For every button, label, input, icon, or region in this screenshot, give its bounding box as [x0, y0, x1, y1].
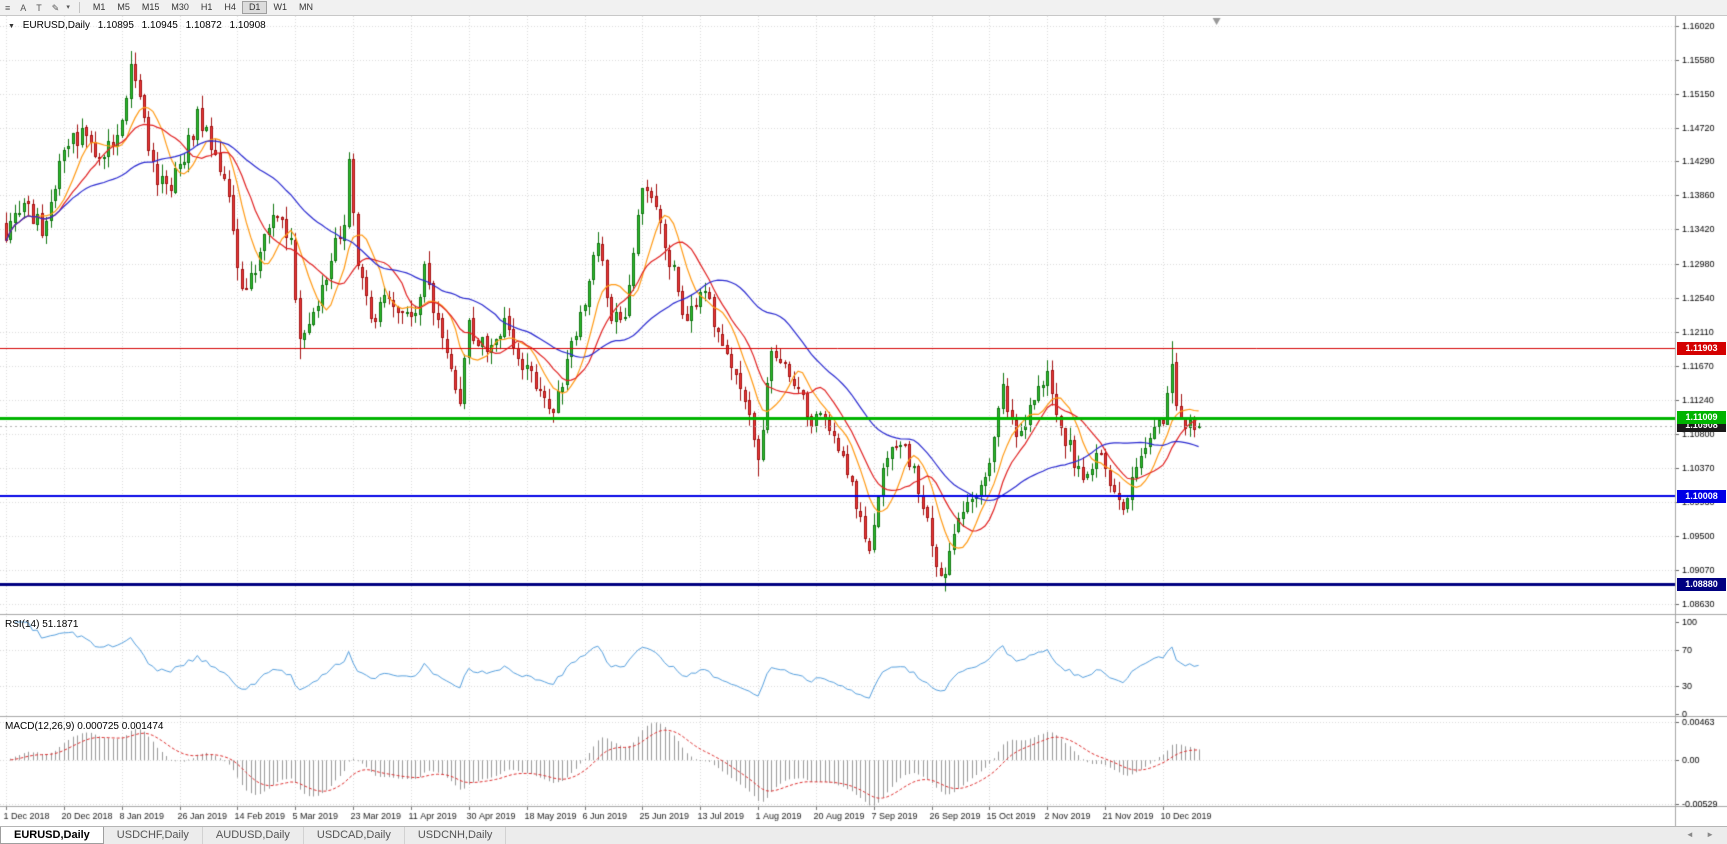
menu-icon[interactable]: ≡ [5, 2, 11, 13]
toolbar-divider [78, 2, 80, 13]
ohlc-open: 1.10895 [97, 20, 134, 31]
macd-label: MACD(12,26,9) 0.000725 0.001474 [5, 721, 164, 732]
tab-scroll-right-icon[interactable]: ► [1706, 830, 1719, 839]
chart-tab-bar: EURUSD,Daily USDCHF,Daily AUDUSD,Daily U… [0, 826, 1727, 844]
tab-eurusd-daily[interactable]: EURUSD,Daily [0, 827, 104, 844]
top-toolbar: ≡ A T ✎ ▾ M1 M5 M15 M30 H1 H4 D1 W1 MN [0, 0, 1727, 16]
timeframe-d1[interactable]: D1 [241, 1, 268, 14]
tab-usdchf-daily[interactable]: USDCHF,Daily [104, 827, 203, 844]
timeframe-m1[interactable]: M1 [92, 2, 106, 12]
chevron-down-icon[interactable]: ▾ [66, 3, 70, 11]
rsi-label: RSI(14) 51.1871 [5, 619, 79, 630]
price-chart-canvas[interactable] [0, 16, 1727, 826]
timeframe-h1[interactable]: H1 [200, 2, 213, 12]
tab-audusd-daily[interactable]: AUDUSD,Daily [203, 827, 304, 844]
text-tool-icon[interactable]: T [36, 2, 42, 13]
timeframe-h4[interactable]: H4 [224, 2, 236, 12]
cursor-tool-icon[interactable]: A [20, 2, 27, 13]
tab-usdcad-daily[interactable]: USDCAD,Daily [304, 827, 405, 844]
price-tag-support-green: 1.11009 [1677, 411, 1726, 425]
chart-marker-icon: ▼ [8, 23, 15, 30]
timeframe-m5[interactable]: M5 [117, 2, 130, 12]
timeframe-w1[interactable]: W1 [273, 2, 287, 12]
timeframe-m15[interactable]: M15 [141, 2, 160, 12]
tab-usdcnh-daily[interactable]: USDCNH,Daily [405, 827, 507, 844]
price-tag-support-navy: 1.08880 [1677, 577, 1726, 591]
draw-tool-icon[interactable]: ✎ [51, 2, 60, 13]
price-tag-resistance: 1.11903 [1677, 341, 1726, 355]
ohlc-high: 1.10945 [141, 20, 178, 31]
tab-scroll-left-icon[interactable]: ◄ [1685, 830, 1699, 839]
ohlc-close: 1.10908 [229, 20, 266, 31]
price-tag-support-blue: 1.10008 [1677, 489, 1726, 503]
ohlc-low: 1.10872 [185, 20, 222, 31]
timeframe-mn[interactable]: MN [298, 2, 313, 12]
chart-title: ▼ EURUSD,Daily 1.10895 1.10945 1.10872 1… [8, 20, 271, 31]
tab-scroll-arrows: ◄ ► [1678, 827, 1727, 844]
chart-symbol-label: EURUSD,Daily [22, 20, 90, 31]
timeframe-m30[interactable]: M30 [171, 2, 189, 12]
